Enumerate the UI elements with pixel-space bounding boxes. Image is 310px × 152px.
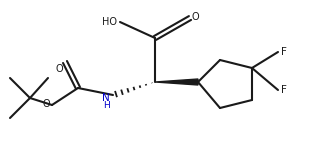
Text: O: O	[42, 99, 50, 109]
Text: O: O	[192, 12, 200, 22]
Text: F: F	[281, 85, 287, 95]
Text: O: O	[55, 64, 63, 74]
Text: H: H	[103, 102, 109, 111]
Polygon shape	[155, 79, 198, 85]
Text: F: F	[281, 47, 287, 57]
Text: HO: HO	[102, 17, 117, 27]
Text: N: N	[102, 93, 110, 103]
